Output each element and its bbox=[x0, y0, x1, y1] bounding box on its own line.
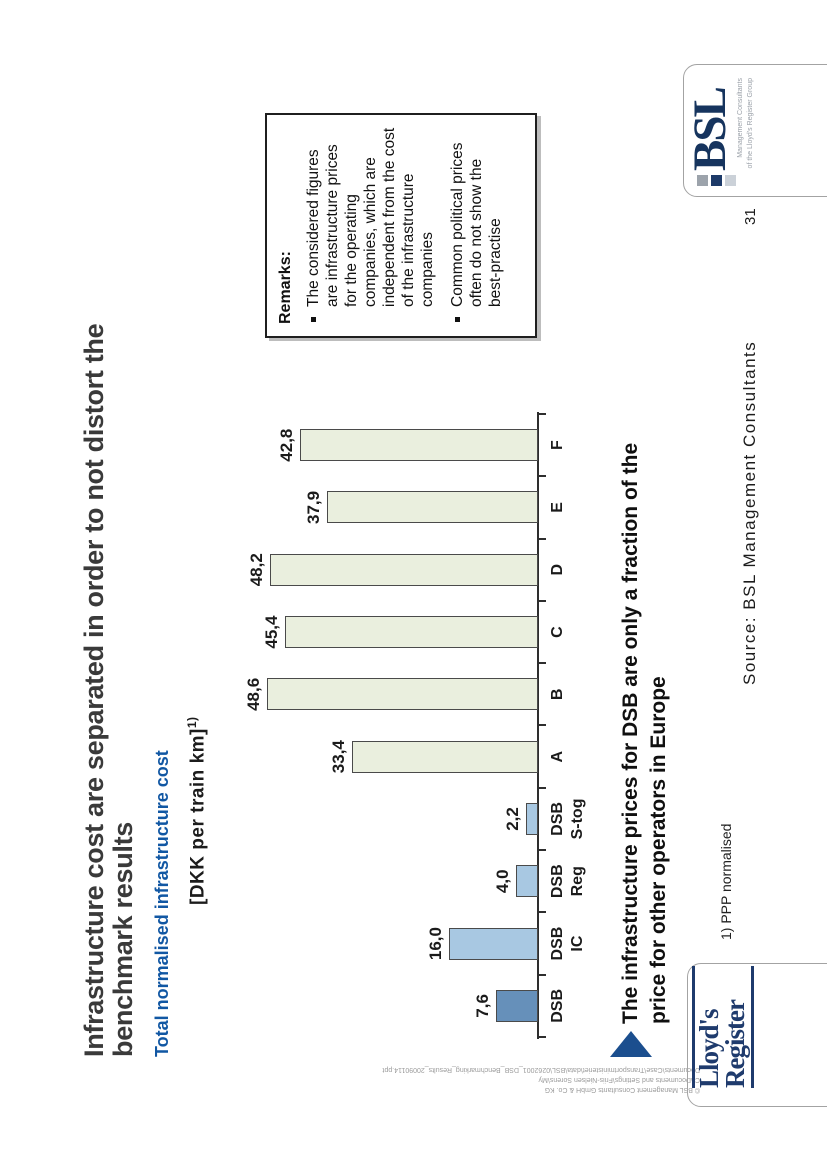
takeaway-line1: The infrastructure prices for DSB are on… bbox=[619, 442, 642, 1024]
bar-value-label: 16,0 bbox=[426, 927, 445, 961]
bsl-tagline-line1: Management Consultants bbox=[737, 78, 744, 158]
bar-value-label: 7,6 bbox=[473, 994, 492, 1018]
bar bbox=[516, 865, 538, 898]
bar bbox=[270, 553, 538, 586]
copyright-fine-print: © BSL Management Consultants GmbH & Co. … bbox=[300, 1064, 700, 1094]
axis-tick bbox=[538, 537, 546, 540]
source-line: Source: BSL Management Consultants bbox=[740, 340, 759, 685]
axis-tick bbox=[538, 662, 546, 665]
axis-tick bbox=[538, 724, 546, 727]
fine-print-line1: © BSL Management Consultants GmbH & Co. … bbox=[544, 1086, 700, 1093]
bsl-logo-squares-icon bbox=[697, 175, 739, 186]
bar-category-label-line: S-tog bbox=[569, 798, 586, 840]
lloyds-logo-line2: Register bbox=[720, 1000, 750, 1088]
fine-print-line3: Documents\Case\Transportministeriet\data… bbox=[382, 1066, 700, 1073]
bar bbox=[267, 678, 538, 711]
bar-category-label: F bbox=[548, 408, 568, 482]
bar bbox=[327, 491, 538, 524]
bar bbox=[449, 927, 538, 960]
page-number: 31 bbox=[742, 208, 759, 225]
bsl-square-navy bbox=[711, 175, 722, 186]
bar-value-label: 48,6 bbox=[244, 677, 263, 711]
lloyds-logo-line1: Lloyd's bbox=[694, 1009, 724, 1088]
remarks-bullet-item: Common political prices often do not sho… bbox=[448, 127, 505, 324]
axis-tick bbox=[538, 475, 546, 478]
square-bullet-icon bbox=[455, 317, 460, 322]
remarks-bullet-text: Common political prices often do not sho… bbox=[449, 142, 504, 307]
takeaway-line2: price for other operators in Europe bbox=[647, 676, 670, 1024]
bar bbox=[496, 989, 538, 1022]
bsl-tagline-line2: of the Lloyd's Register Group bbox=[747, 78, 754, 169]
bar-value-label: 33,4 bbox=[329, 740, 348, 774]
axis-tick bbox=[538, 973, 546, 976]
remarks-box: Remarks: The considered figures are infr… bbox=[265, 113, 537, 338]
bar bbox=[285, 616, 538, 649]
takeaway-arrow-icon bbox=[610, 1031, 652, 1057]
bsl-square-gray bbox=[697, 175, 708, 186]
remarks-header: Remarks: bbox=[277, 251, 294, 324]
bar bbox=[526, 802, 538, 835]
axis-tick bbox=[538, 911, 546, 914]
lloyds-register-logo: Lloyd's Register bbox=[692, 966, 754, 1088]
bar-value-label: 2,2 bbox=[503, 807, 522, 831]
remarks-bullet-text: The considered figures are infrastructur… bbox=[305, 127, 436, 307]
bar-value-label: 48,2 bbox=[247, 553, 266, 587]
square-bullet-icon bbox=[311, 317, 316, 322]
fine-print-line2: C:\Documents and Settings\Friis-Nielsen … bbox=[538, 1076, 700, 1083]
footnote: 1) PPP normalised bbox=[718, 823, 734, 940]
axis-tick bbox=[538, 849, 546, 852]
takeaway-message: The infrastructure prices for DSB are on… bbox=[617, 443, 673, 1024]
bsl-logo-text: BSL bbox=[684, 88, 736, 171]
axis-tick bbox=[538, 786, 546, 789]
bar-value-label: 42,8 bbox=[277, 428, 296, 462]
axis-tick bbox=[538, 1036, 546, 1038]
bsl-logo-tagline: Management Consultants of the Lloyd's Re… bbox=[736, 78, 756, 168]
axis-tick bbox=[538, 599, 546, 602]
bar bbox=[352, 740, 538, 773]
bar-category-label-line: F bbox=[549, 440, 566, 451]
remarks-bullet-item: The considered figures are infrastructur… bbox=[304, 127, 437, 324]
bar-value-label: 37,9 bbox=[304, 490, 323, 524]
bar bbox=[300, 429, 538, 462]
axis-tick bbox=[538, 413, 546, 415]
bsl-square-light bbox=[725, 175, 736, 186]
